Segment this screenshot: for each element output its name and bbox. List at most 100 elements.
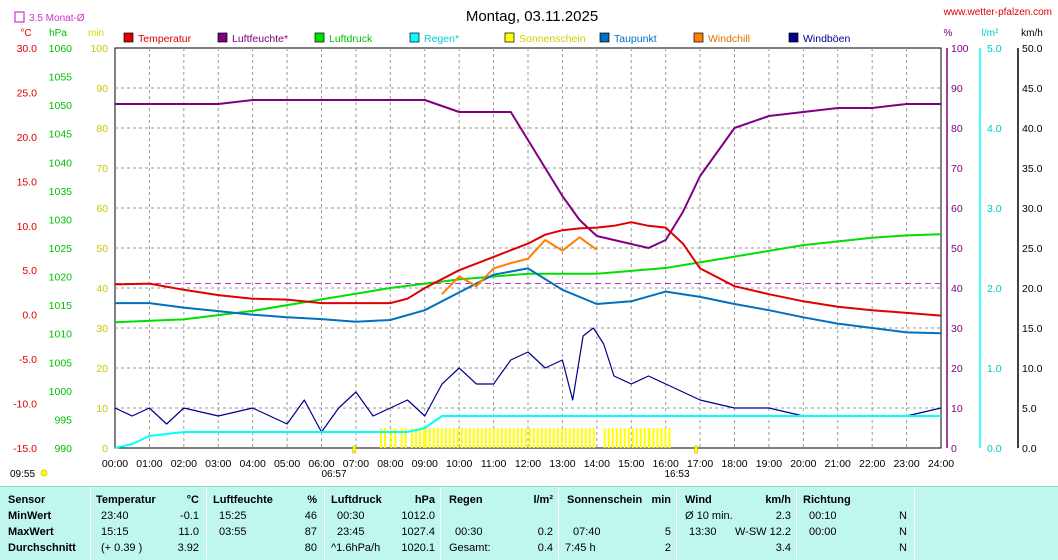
legend-swatch <box>217 32 228 43</box>
sunshine-bar <box>418 428 421 448</box>
x-tick-label: 22:00 <box>859 458 885 470</box>
sunshine-bar <box>552 428 555 448</box>
sunshine-bar <box>548 428 551 448</box>
temperatur-max-time: 15:15 <box>101 526 129 538</box>
wind-max-value: W-SW 12.2 <box>734 526 791 538</box>
sunshine-bar <box>444 428 447 448</box>
temperature-line <box>114 221 942 317</box>
sunrise-label: 06:57 <box>321 469 346 480</box>
sunshine-bar <box>540 428 543 448</box>
temp-tick-label: 30.0 <box>17 43 38 55</box>
sunset-marker <box>694 445 698 454</box>
avg-legend-box <box>14 11 25 23</box>
temp-tick-label: 5.0 <box>22 265 37 277</box>
sunshine-bar <box>428 428 431 448</box>
humidity-tick-label: 80 <box>951 123 963 135</box>
sunshine-bar <box>400 428 403 448</box>
sunshine-bar <box>456 428 459 448</box>
sunshine-bar <box>432 428 435 448</box>
sunshine-bar <box>508 428 511 448</box>
temp-tick-label: -15.0 <box>13 443 37 455</box>
sonnenschein-header: Sonnenschein <box>567 494 643 506</box>
humidity-tick-label: 20 <box>951 363 963 375</box>
x-tick-label: 03:00 <box>205 458 231 470</box>
pressure-tick-label: 990 <box>54 443 72 455</box>
humidity-tick-label: 50 <box>951 243 963 255</box>
legend-label: Sonnenschein <box>519 33 586 45</box>
luftdruck-header: Luftdruck <box>331 494 382 506</box>
sunshine-bar <box>448 428 451 448</box>
sunshine-bar <box>668 428 671 448</box>
x-tick-label: 10:00 <box>446 458 472 470</box>
x-tick-label: 14:00 <box>584 458 610 470</box>
pressure-tick-label: 1050 <box>49 100 73 112</box>
sunshine-bar <box>520 428 523 448</box>
legend-swatch <box>314 32 325 43</box>
pressure-tick-label: 1055 <box>49 72 73 84</box>
sunshine-bar <box>592 428 595 448</box>
legend-label: Temperatur <box>138 33 192 45</box>
sunshine-bar <box>460 428 463 448</box>
legend-swatch <box>788 32 799 43</box>
pressure-tick-label: 1030 <box>49 214 73 226</box>
sonnenschein-max-value: 5 <box>664 526 671 538</box>
humidity-tick-label: 10 <box>951 403 963 415</box>
temp-tick-label: 25.0 <box>17 87 38 99</box>
sunshine-bar <box>576 428 579 448</box>
pressure-tick-label: 1005 <box>49 357 73 369</box>
chart-grid <box>114 47 1019 449</box>
temperatur-max-value: 11.0 <box>178 526 199 538</box>
richtung-min-time: 00:10 <box>809 510 837 522</box>
axis-ticks: 00:00 01:00 02:00 03:00 04:00 05:00 06:00 07:00… <box>13 43 1043 470</box>
sun-tick-label: 30 <box>96 323 108 335</box>
rain-unit-label: l/m² <box>982 28 999 39</box>
sunshine-bar <box>611 428 614 448</box>
temperatur-avg-value: 3.92 <box>177 542 199 554</box>
sunshine-bar <box>639 428 642 448</box>
regen-total-value: 0.4 <box>537 542 553 554</box>
chart-title: Montag, 03.11.2025 <box>466 8 598 25</box>
sunshine-bar <box>660 428 663 448</box>
luftfeuchte-min-value: 46 <box>304 510 317 522</box>
pressure-tick-label: 1025 <box>49 243 73 255</box>
temperatur-header: Temperatur <box>96 494 156 506</box>
stats-col-luftfeuchte: Luftfeuchte % 15:25 46 03:55 87 80 <box>206 487 325 560</box>
x-tick-label: 23:00 <box>893 458 919 470</box>
sunshine-bar <box>492 428 495 448</box>
luftdruck-avg-value: 1020.1 <box>401 542 435 554</box>
sunshine-bar <box>524 428 527 448</box>
x-tick-label: 06:00 <box>308 458 334 470</box>
chart-marks <box>114 99 942 454</box>
humidity-tick-label: 90 <box>951 83 963 95</box>
humidity-tick-label: 70 <box>951 163 963 175</box>
x-tick-label: 04:00 <box>240 458 266 470</box>
row-label-avg: Durchschnitt <box>8 542 76 554</box>
start-time-label: 09:55 <box>10 469 35 480</box>
sunshine-bar <box>572 428 575 448</box>
sunshine-bar <box>380 428 383 448</box>
luftdruck-max-time: 23:45 <box>337 526 365 538</box>
dewpoint-line <box>115 267 942 335</box>
x-tick-label: 07:00 <box>343 458 369 470</box>
sensor-header: Sensor <box>8 494 46 506</box>
sonnenschein-avg-value: 2 <box>664 542 671 554</box>
sun-tick-label: 60 <box>96 203 108 215</box>
temp-tick-label: 20.0 <box>17 132 38 144</box>
regen-max-value: 0.2 <box>537 526 553 538</box>
avg-legend-label: 3.5 Monat-Ø <box>29 13 85 24</box>
temp-tick-label: -10.0 <box>13 399 37 411</box>
sunshine-bar <box>468 428 471 448</box>
weather-chart: Montag, 03.11.2025 www.wetter-pfalzen.co… <box>10 7 1052 480</box>
sunshine-bar <box>394 428 397 448</box>
source-link[interactable]: www.wetter-pfalzen.com <box>943 7 1052 18</box>
sunshine-bar <box>564 428 567 448</box>
sunshine-bar <box>580 428 583 448</box>
temp-unit-label: °C <box>20 28 31 39</box>
luftfeuchte-unit: % <box>307 494 317 506</box>
wind-tick-label: 45.0 <box>1022 83 1043 95</box>
sunshine-bar <box>544 428 547 448</box>
humidity-tick-label: 30 <box>951 323 963 335</box>
temp-tick-label: -5.0 <box>19 354 37 366</box>
rain-tick-label: 3.0 <box>987 203 1002 215</box>
wind-avg10-label: Ø 10 min. <box>685 510 733 522</box>
